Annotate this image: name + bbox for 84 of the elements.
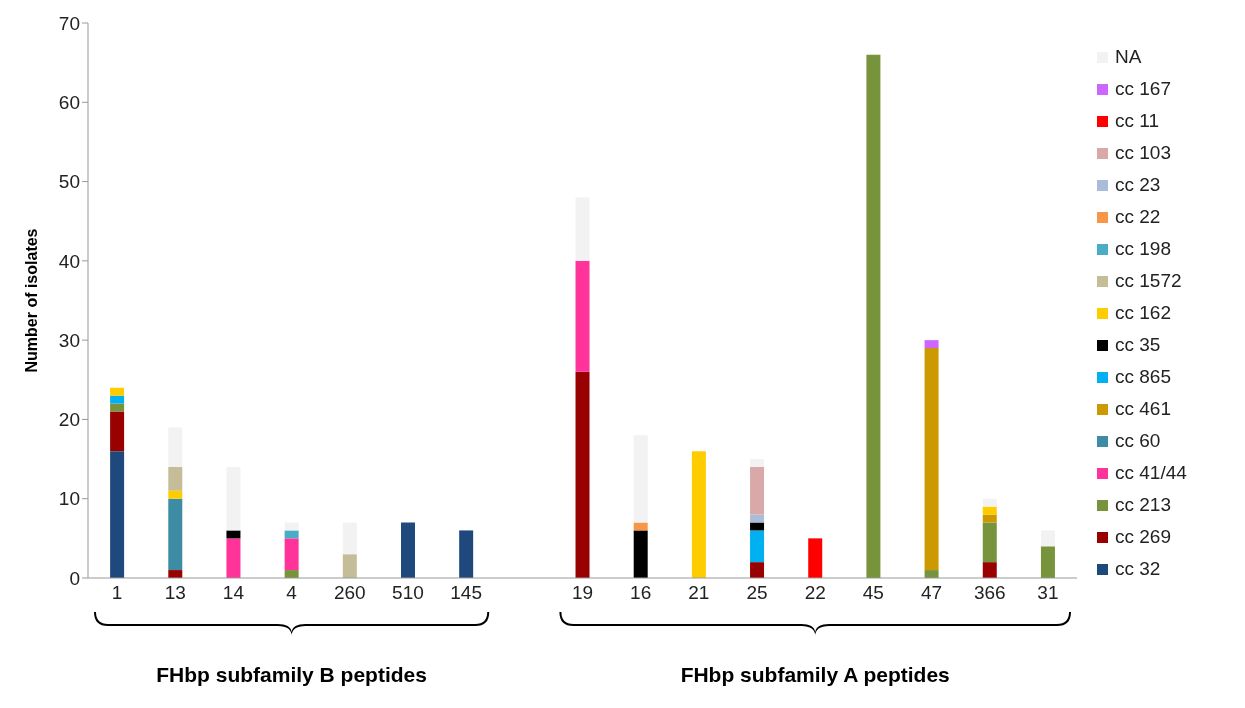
legend-label: cc 103: [1115, 142, 1171, 164]
legend-label: cc 11: [1115, 110, 1160, 132]
bar: [168, 498, 183, 571]
x-tick-label: 45: [862, 582, 884, 604]
x-tick-label: 14: [222, 582, 245, 604]
legend-label: cc 167: [1115, 78, 1171, 100]
bar: [110, 451, 125, 578]
bar: [284, 538, 299, 571]
bar: [575, 197, 590, 261]
bar: [168, 467, 183, 491]
legend-label: cc 162: [1115, 302, 1171, 324]
bar: [110, 411, 125, 452]
bar: [342, 522, 357, 555]
bar: [284, 530, 299, 539]
legend-label: cc 198: [1115, 238, 1171, 260]
x-tick-label: 510: [392, 582, 424, 604]
bar: [982, 506, 997, 515]
x-tick-label: 366: [973, 582, 1006, 604]
bar: [110, 403, 125, 412]
bar: [982, 498, 997, 507]
bar: [691, 451, 706, 578]
bar: [808, 538, 823, 578]
y-tick-label: 30: [58, 329, 80, 351]
y-tick-label: 10: [58, 488, 80, 510]
bar: [226, 530, 241, 539]
legend-label: cc 269: [1115, 526, 1171, 548]
bar: [982, 514, 997, 523]
x-tick-label: 25: [746, 582, 768, 604]
bar: [633, 530, 648, 578]
bar: [982, 522, 997, 563]
x-tick-label: 16: [630, 582, 652, 604]
bar: [1040, 546, 1055, 578]
legend-label: cc 1572: [1115, 270, 1182, 292]
y-tick-label: 50: [58, 171, 80, 193]
legend-label: cc 461: [1115, 398, 1171, 420]
text: FHbp subfamily B peptides: [156, 663, 427, 686]
legend-label: cc 60: [1115, 430, 1161, 452]
x-tick-label: 22: [804, 582, 826, 604]
bar: [575, 371, 590, 578]
bar: [342, 554, 357, 578]
legend-label: cc 41/44: [1115, 462, 1187, 484]
y-tick-label: 60: [58, 92, 80, 114]
y-axis-title: Number of isolates: [22, 228, 40, 373]
bar: [866, 54, 881, 578]
legend-label: cc 22: [1115, 206, 1161, 228]
bar: [110, 395, 125, 404]
x-tick-label: 4: [286, 582, 298, 604]
bar: [750, 514, 765, 523]
bar: [750, 459, 765, 467]
bar: [1040, 530, 1055, 547]
y-tick-label: 70: [58, 12, 80, 34]
bar: [400, 522, 415, 578]
bar: [226, 538, 241, 578]
x-tick-label: 47: [920, 582, 943, 604]
y-tick-label: 40: [58, 250, 80, 272]
bar: [633, 435, 648, 523]
legend-label: cc 23: [1115, 174, 1161, 196]
x-tick-label: 145: [450, 582, 482, 604]
bar: [110, 387, 125, 396]
bar: [924, 340, 939, 349]
bar: [459, 530, 474, 578]
y-tick-label: 0: [69, 567, 80, 589]
bar: [750, 562, 765, 578]
x-tick-label: 21: [688, 582, 710, 604]
bar: [982, 562, 997, 578]
x-tick-label: 260: [333, 582, 366, 604]
bar: [750, 467, 765, 515]
y-tick-label: 20: [58, 409, 80, 431]
x-tick-label: 13: [164, 582, 186, 604]
bar: [924, 348, 939, 571]
bar: [575, 260, 590, 372]
x-tick-label: 31: [1037, 582, 1059, 604]
bar: [750, 530, 765, 563]
bar: [168, 490, 183, 499]
legend-label: NA: [1115, 46, 1142, 68]
legend-label: cc 213: [1115, 494, 1171, 516]
x-tick-label: 1: [111, 582, 123, 604]
legend-label: cc 32: [1115, 558, 1161, 580]
bar: [168, 427, 183, 467]
legend-label: cc 865: [1115, 366, 1171, 388]
x-tick-label: 19: [571, 582, 594, 604]
legend-label: cc 35: [1115, 334, 1161, 356]
bar: [226, 467, 241, 531]
text: FHbp subfamily A peptides: [680, 663, 950, 686]
